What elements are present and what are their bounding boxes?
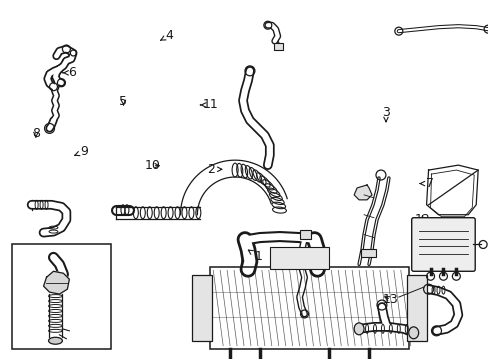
Bar <box>274 43 283 50</box>
Bar <box>299 230 312 239</box>
Text: 10: 10 <box>145 159 161 172</box>
Polygon shape <box>354 185 372 200</box>
FancyBboxPatch shape <box>412 218 475 271</box>
Text: 11: 11 <box>200 99 219 112</box>
Text: 4: 4 <box>160 29 173 42</box>
Text: 13: 13 <box>383 293 399 306</box>
Text: 2: 2 <box>207 163 222 176</box>
Ellipse shape <box>49 337 62 344</box>
Bar <box>193 275 212 341</box>
Text: 5: 5 <box>120 95 127 108</box>
Polygon shape <box>44 271 70 294</box>
Text: 6: 6 <box>63 66 76 79</box>
Bar <box>270 247 329 269</box>
Bar <box>361 249 376 257</box>
Ellipse shape <box>409 327 418 339</box>
Bar <box>407 275 427 341</box>
Text: 3: 3 <box>382 105 390 122</box>
Text: 12: 12 <box>415 213 430 226</box>
Bar <box>210 267 409 349</box>
Text: 1: 1 <box>248 250 263 263</box>
Bar <box>12 244 111 349</box>
Text: 8: 8 <box>32 127 40 140</box>
Ellipse shape <box>354 323 364 335</box>
Text: 9: 9 <box>75 145 89 158</box>
Text: 7: 7 <box>420 177 434 190</box>
